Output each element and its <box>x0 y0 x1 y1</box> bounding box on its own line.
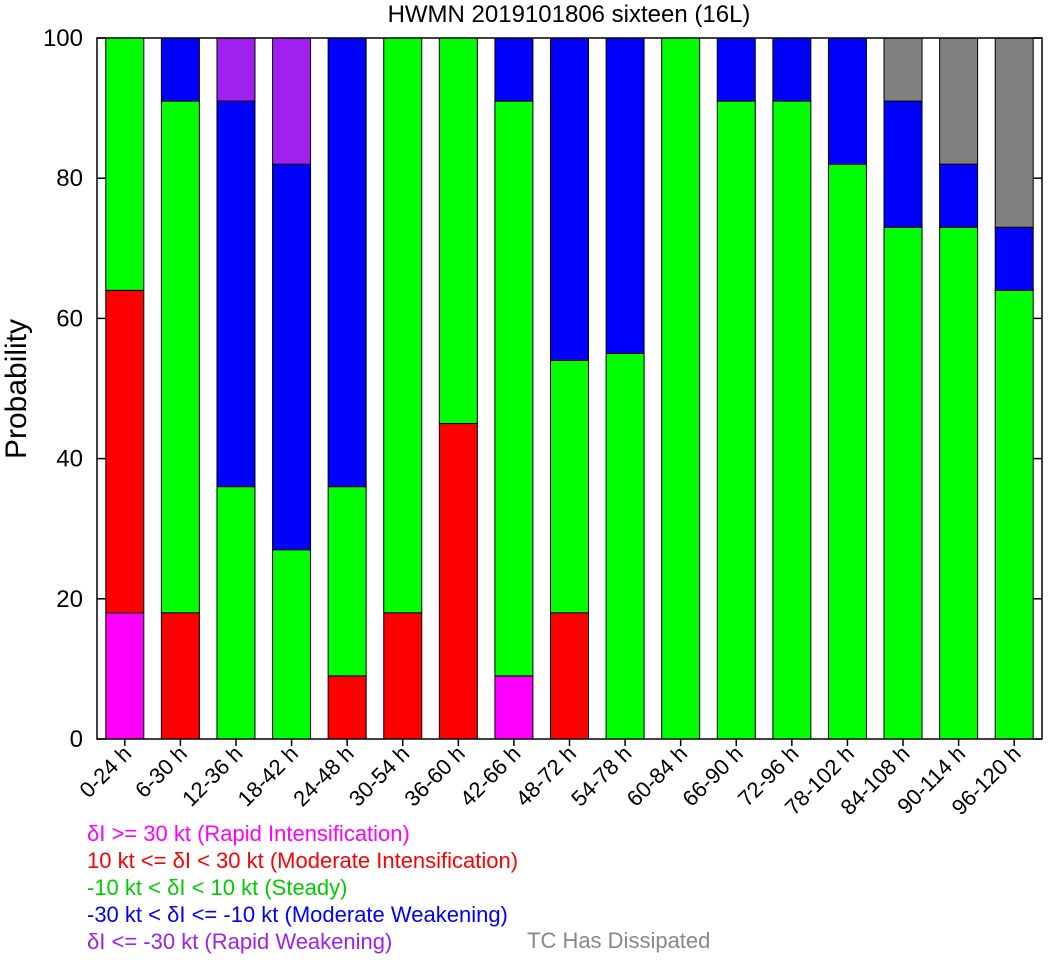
legend-item-rapid-weakening: δI <= -30 kt (Rapid Weakening) <box>87 929 393 954</box>
bar-segment-11-3 <box>716 37 756 102</box>
chart-title: HWMN 2019101806 sixteen (16L) <box>388 1 751 28</box>
stacked-bar-chart: 0 20 40 60 80 100 0-24 h6-30 h12-36 h18-42 h2… <box>0 1 1043 820</box>
y-tick-label: 100 <box>43 25 83 52</box>
bar-segment-8-2 <box>550 359 589 614</box>
bar-segment-0-2 <box>105 37 145 291</box>
bar-segment-14-3 <box>883 100 923 228</box>
legend-item-dissipated: TC Has Dissipated <box>527 928 711 953</box>
bar-segment-4-2 <box>327 486 367 677</box>
bar-segment-15-5 <box>939 37 979 165</box>
x-tick-label: 48-72 h <box>511 741 581 811</box>
bar-segment-7-2 <box>494 100 534 677</box>
x-tick-label: 0-24 h <box>75 741 137 803</box>
y-axis: 0 20 40 60 80 100 <box>43 25 1042 753</box>
bar-segment-2-3 <box>216 100 256 488</box>
bar-segment-3-4 <box>272 37 312 165</box>
bar-segment-2-2 <box>216 486 256 740</box>
bar-segment-7-3 <box>494 37 534 102</box>
bar-segment-12-3 <box>772 37 812 102</box>
bar-segment-9-3 <box>605 37 645 354</box>
x-tick-label: 12-36 h <box>177 741 247 811</box>
bar-segment-6-1 <box>438 423 478 740</box>
bar-segment-0-0 <box>105 612 145 740</box>
legend-item-moderate-weakening: -30 kt < δI <= -10 kt (Moderate Weakenin… <box>87 902 508 927</box>
bar-segment-15-3 <box>939 163 979 228</box>
x-tick-label: 36-60 h <box>399 741 469 811</box>
bar-segment-12-2 <box>772 100 812 740</box>
bar-segment-2-4 <box>216 37 256 102</box>
bar-segment-10-2 <box>661 37 701 740</box>
y-tick-label: 20 <box>56 586 83 613</box>
y-tick-label: 80 <box>56 165 83 192</box>
y-tick-label: 60 <box>56 305 83 332</box>
x-tick-label: 18-42 h <box>233 741 303 811</box>
bar-segment-16-2 <box>994 289 1034 740</box>
bar-segment-5-1 <box>383 612 423 740</box>
y-axis-label: Probability <box>0 319 33 459</box>
bar-segment-1-2 <box>160 100 200 614</box>
x-tick-label: 24-48 h <box>288 741 358 811</box>
x-tick-label: 60-84 h <box>622 741 692 811</box>
bar-segment-8-1 <box>550 612 589 740</box>
bar-segment-11-2 <box>716 100 756 740</box>
legend: δI >= 30 kt (Rapid Intensification) 10 k… <box>87 820 518 955</box>
x-tick-label: 54-78 h <box>566 741 636 811</box>
y-tick-label: 0 <box>70 726 83 753</box>
x-tick-label: 30-54 h <box>344 741 414 811</box>
bar-segment-6-2 <box>438 37 478 425</box>
bar-segment-13-3 <box>827 37 867 165</box>
bar-segment-16-3 <box>994 226 1034 291</box>
bar-segment-14-2 <box>883 226 923 740</box>
bar-segment-3-2 <box>272 549 312 740</box>
bar-segment-4-3 <box>327 37 367 488</box>
x-tick-label: 42-66 h <box>455 741 525 811</box>
bar-segment-5-2 <box>383 37 423 614</box>
bar-segment-1-1 <box>160 612 200 740</box>
bar-segment-9-2 <box>605 352 645 740</box>
bar-segment-15-2 <box>939 226 979 740</box>
y-tick-label: 40 <box>56 446 83 473</box>
legend-item-steady: -10 kt < δI < 10 kt (Steady) <box>87 875 348 900</box>
bar-segment-8-3 <box>550 37 589 361</box>
bars-group <box>105 37 1034 740</box>
legend-item-rapid-intensification: δI >= 30 kt (Rapid Intensification) <box>87 821 410 846</box>
bar-segment-1-3 <box>160 37 200 102</box>
bar-segment-3-3 <box>272 163 312 551</box>
bar-segment-13-2 <box>827 163 867 740</box>
x-tick-label: 66-90 h <box>677 741 747 811</box>
bar-segment-7-0 <box>494 675 534 740</box>
x-axis: 0-24 h6-30 h12-36 h18-42 h24-48 h30-54 h… <box>75 739 1026 820</box>
legend-item-moderate-intensification: 10 kt <= δI < 30 kt (Moderate Intensific… <box>87 848 519 873</box>
bar-segment-14-5 <box>883 37 923 102</box>
bar-segment-0-1 <box>105 289 145 614</box>
bar-segment-4-1 <box>327 675 367 740</box>
bar-segment-16-5 <box>994 37 1034 228</box>
